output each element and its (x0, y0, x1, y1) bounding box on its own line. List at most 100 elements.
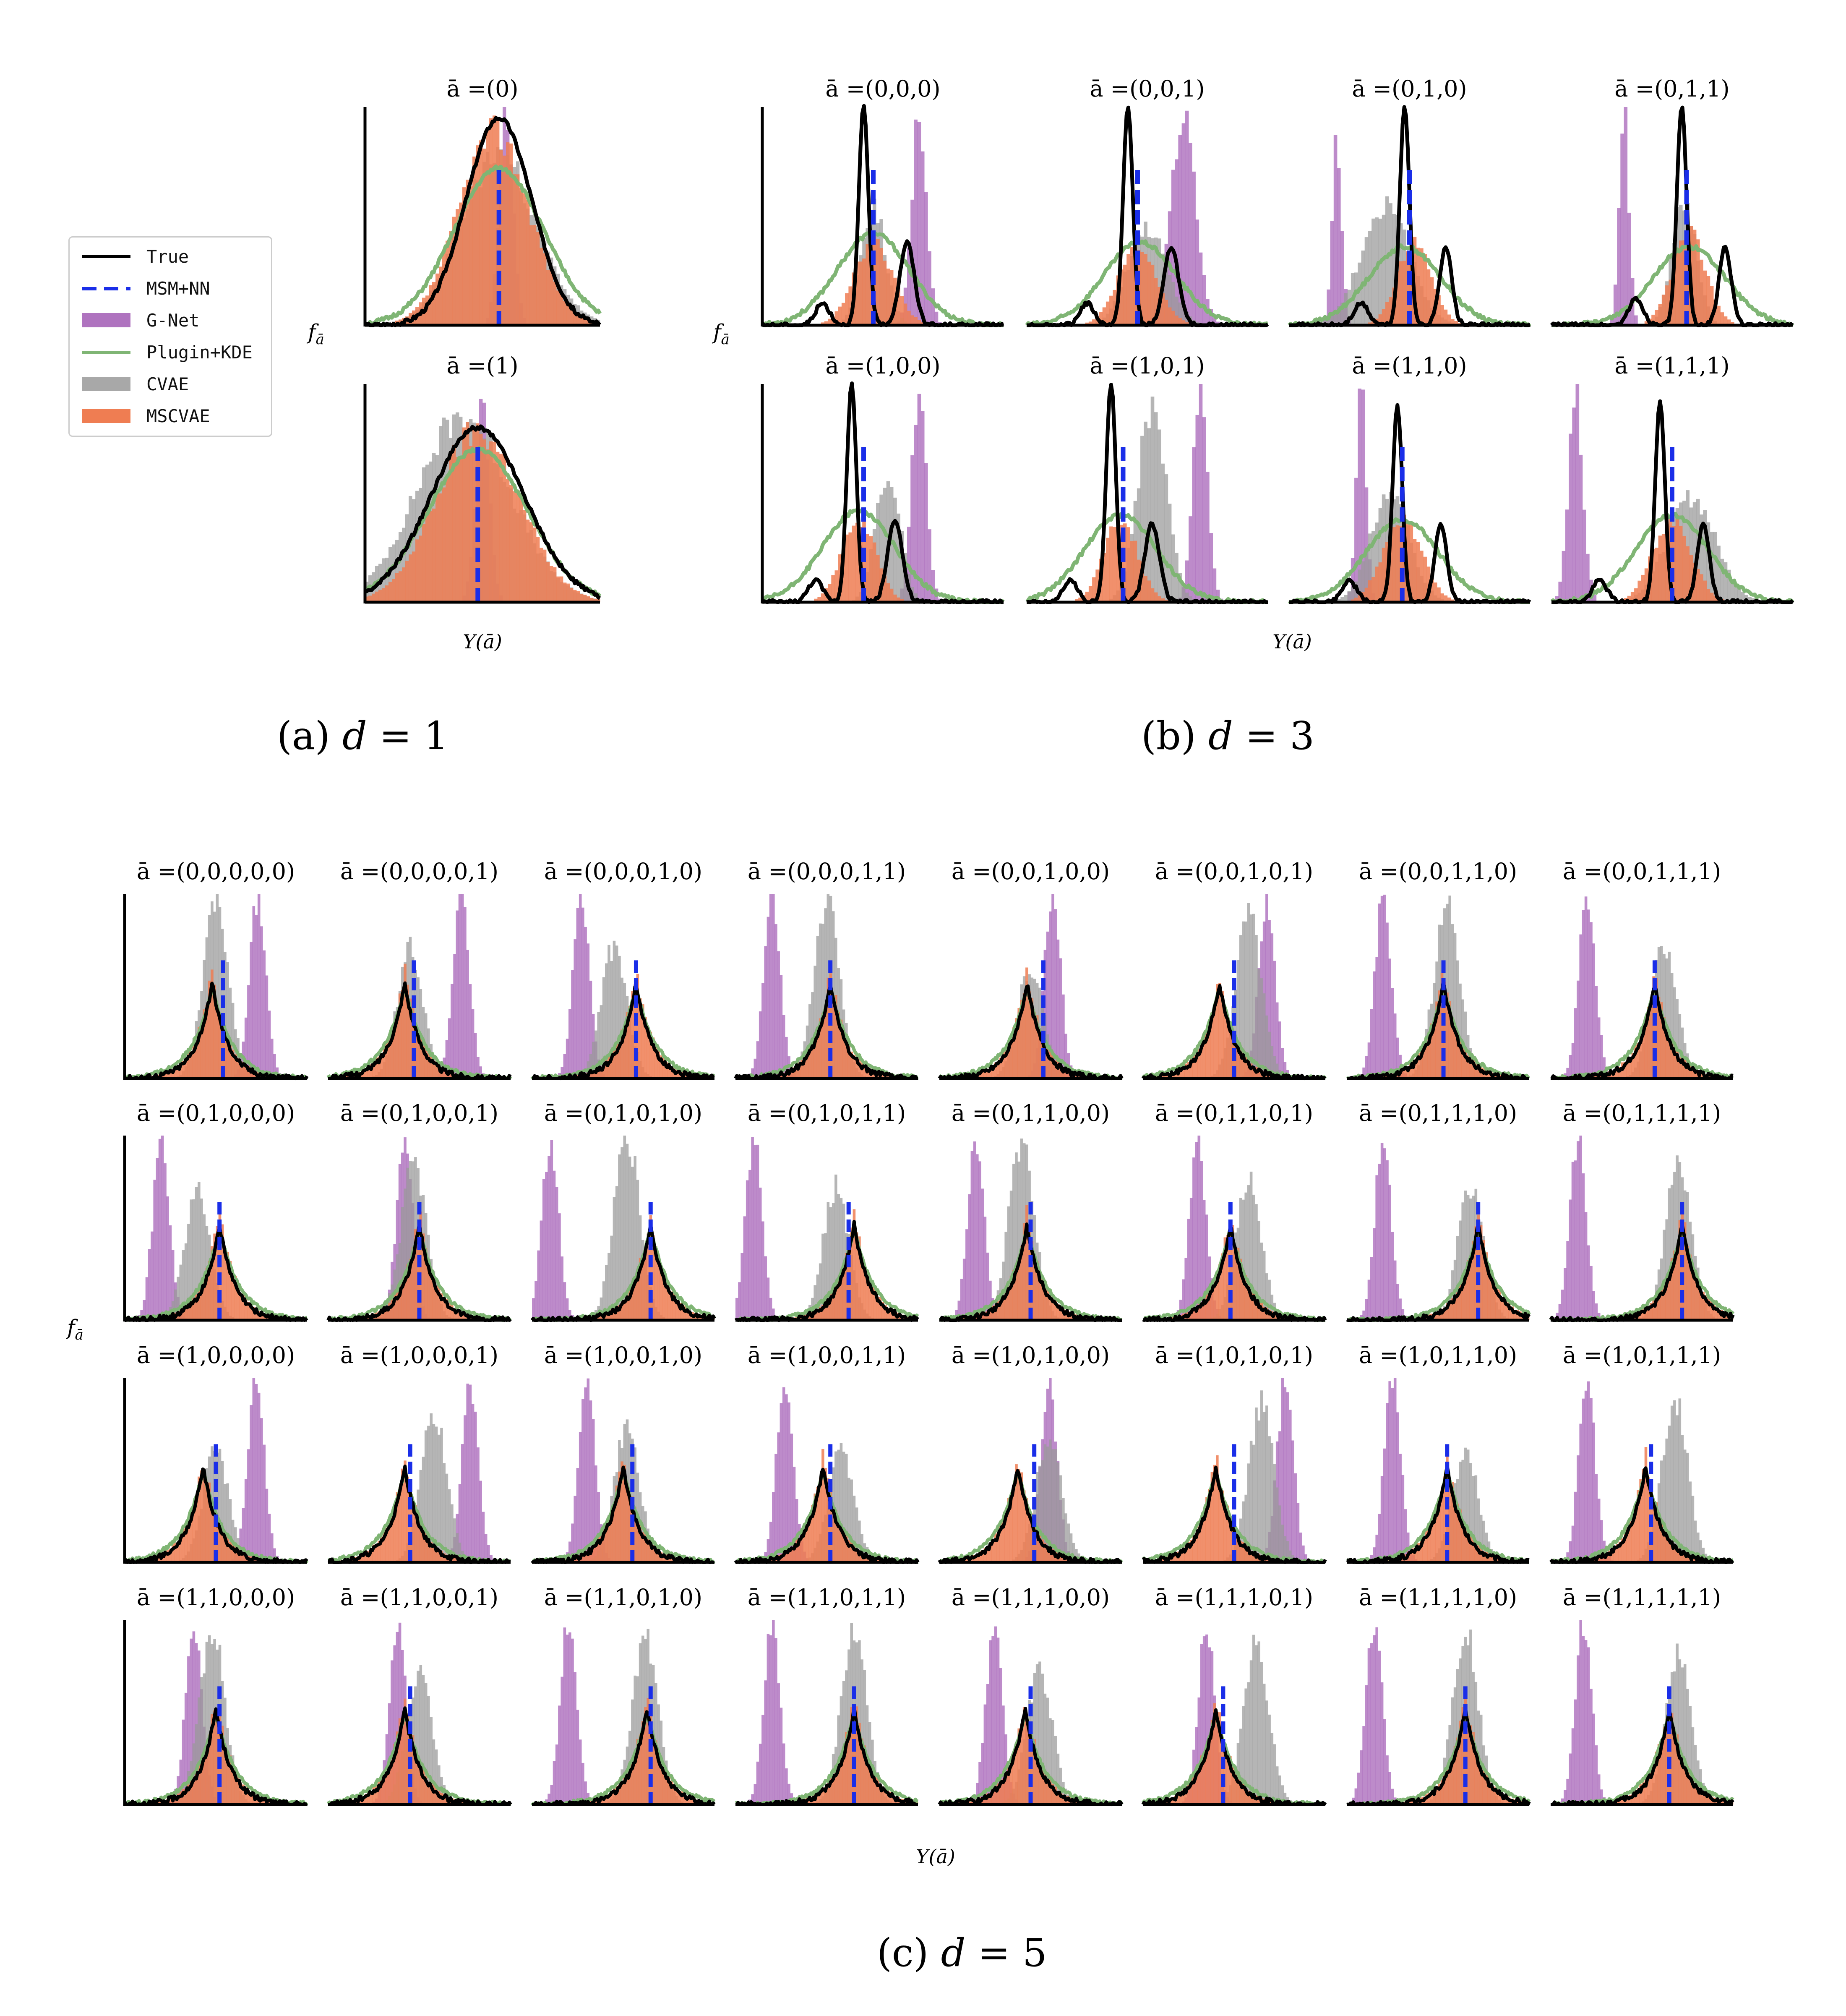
gnet-bar (981, 1188, 984, 1320)
mscvae-bar (406, 1264, 409, 1320)
mscvae-bar (1244, 1056, 1247, 1079)
mscvae-bar (506, 142, 510, 325)
mscvae-bar (221, 1532, 224, 1562)
mscvae-bar (785, 1551, 788, 1562)
cvae-bar (1181, 585, 1186, 602)
mscvae-bar (1668, 1538, 1671, 1562)
mscvae-bar (1161, 293, 1165, 325)
mscvae-bar (636, 1739, 639, 1804)
gnet-bar (759, 1188, 762, 1320)
mscvae-bar (1025, 1716, 1028, 1804)
mscvae-bar (1126, 527, 1130, 602)
mscvae-bar (879, 1784, 882, 1804)
mscvae-bar (587, 1550, 590, 1562)
cvae-bar (1385, 196, 1389, 325)
subplot-title: ā =(0,1,0,1,0) (544, 1100, 702, 1126)
cvae-bar (385, 557, 389, 602)
mscvae-bar (401, 1717, 404, 1804)
mscvae-bar (198, 1763, 201, 1804)
cvae-bar (636, 1180, 639, 1320)
gnet-bar (1401, 1309, 1405, 1320)
gnet-bar (568, 1310, 571, 1320)
mscvae-bar (1033, 1012, 1036, 1079)
subplot-title: ā =(1,1,1,1,0) (1359, 1584, 1517, 1611)
mscvae-bar (250, 1792, 253, 1804)
mscvae-bar (1004, 1773, 1007, 1804)
mscvae-bar (166, 1550, 169, 1562)
mscvae-bar (1195, 1533, 1198, 1562)
mscvae-bar (608, 1516, 610, 1562)
subplot-title: ā =(1,0,1,0,0) (952, 1342, 1110, 1368)
mscvae-bar (1644, 1016, 1648, 1079)
gnet-bar (1584, 896, 1588, 1079)
cvae-bar (813, 966, 816, 1079)
cvae-bar (1275, 1766, 1279, 1804)
mscvae-bar (1046, 1290, 1049, 1320)
mscvae-bar (1621, 1798, 1624, 1804)
mscvae-bar (1435, 1001, 1438, 1079)
gnet-bar (1396, 1284, 1399, 1320)
gnet-bar (787, 1784, 790, 1804)
mscvae-bar (1002, 1778, 1005, 1804)
mscvae-bar (1629, 1521, 1632, 1562)
mscvae-bar (459, 202, 463, 325)
mscvae-bar (819, 1791, 822, 1804)
gnet-bar (1185, 560, 1189, 602)
gnet-bar (171, 1250, 175, 1320)
mscvae-bar (226, 1536, 229, 1562)
cvae-bar (1178, 302, 1182, 325)
mscvae-bar (981, 1071, 984, 1079)
subplot-(1,0,0,0,0) (123, 1378, 309, 1564)
mscvae-bar (628, 1006, 631, 1079)
cvae-bar (1175, 296, 1179, 325)
legend-item-cvae: CVAE (82, 369, 189, 399)
mscvae-bar (1025, 1205, 1028, 1320)
gnet-bar (1278, 1431, 1281, 1562)
gnet-bar (1364, 487, 1369, 602)
gnet-bar (1367, 1648, 1371, 1804)
mscvae-bar (1041, 1765, 1044, 1804)
mscvae-bar (876, 1559, 879, 1562)
cvae-bar (819, 1263, 822, 1320)
mscvae-bar (644, 1534, 647, 1562)
cvae-bar (1043, 1693, 1047, 1804)
mscvae-bar (828, 319, 832, 325)
cvae-bar (1477, 1498, 1480, 1562)
mscvae-bar (1459, 1509, 1462, 1562)
mscvae-bar (1208, 1489, 1211, 1562)
mscvae-bar (380, 1310, 383, 1320)
mscvae-bar (1017, 1469, 1020, 1562)
mscvae-bar (1461, 1520, 1464, 1562)
mscvae-bar (1064, 1556, 1067, 1562)
mscvae-bar (1618, 1541, 1622, 1562)
mscvae-bar (1202, 1752, 1206, 1804)
mscvae-bar (401, 1284, 404, 1320)
mscvae-bar (886, 1790, 889, 1804)
mscvae-bar (1409, 1064, 1412, 1079)
mscvae-bar (673, 1784, 676, 1804)
cvae-bar (237, 1038, 240, 1079)
cvae-bar (824, 908, 827, 1079)
gnet-bar (594, 1465, 597, 1562)
mscvae-bar (213, 984, 216, 1079)
mscvae-bar (242, 1552, 245, 1562)
gnet-bar (1380, 1143, 1384, 1320)
subplot-(1,1,1,1,1) (1550, 1620, 1734, 1806)
gnet-bar (581, 1763, 584, 1804)
mscvae-bar (1420, 248, 1424, 325)
mscvae-bar (883, 575, 887, 602)
mscvae-bar (391, 1760, 394, 1804)
mscvae-bar (1639, 1034, 1642, 1079)
mscvae-bar (1244, 1789, 1247, 1804)
cvae-bar (1171, 282, 1175, 325)
gnet-bar (537, 1250, 540, 1320)
cvae-bar (417, 1671, 420, 1804)
mscvae-bar (365, 1794, 368, 1804)
mscvae-bar (832, 1776, 835, 1804)
cvae-bar (813, 1285, 816, 1320)
mscvae-bar (816, 1487, 819, 1562)
subplot-(0,1,1) (1550, 105, 1794, 327)
gnet-bar (461, 1444, 464, 1562)
mscvae-bar (234, 1276, 237, 1320)
mscvae-bar (1681, 1060, 1684, 1079)
